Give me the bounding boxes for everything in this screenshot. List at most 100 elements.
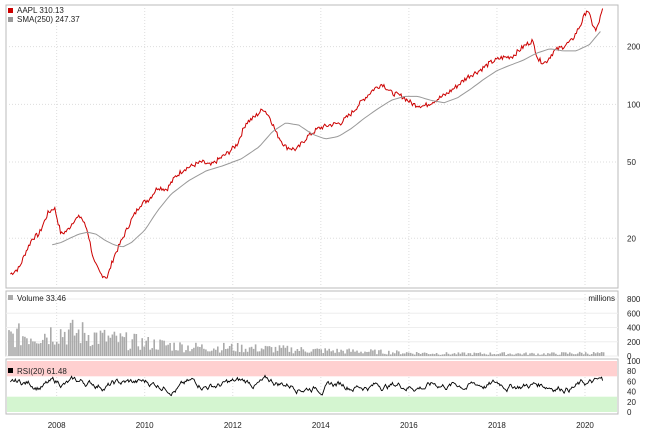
volume-bar [392,352,394,356]
volume-bar [272,352,275,356]
volume-bar [171,350,173,356]
volume-bar [123,337,126,356]
volume-bar [577,353,579,356]
price-y-tick-50: 50 [627,158,636,167]
volume-bar [183,352,185,356]
volume-bar [324,348,326,356]
x-tick-2014: 2014 [312,421,330,430]
volume-bar [91,344,94,356]
volume-bar [523,353,525,356]
volume-unit-label: millions [588,294,615,303]
volume-bar [10,331,12,356]
volume-bar [575,354,577,356]
volume-bar [177,350,179,356]
volume-bar [282,345,285,356]
volume-bar [509,353,511,356]
volume-bar [250,346,253,356]
volume-bar [161,340,163,356]
volume-bar [415,352,418,356]
volume-bar [515,353,517,356]
volume-bar [378,350,380,356]
volume-bar [584,352,587,356]
x-tick-2018: 2018 [488,421,506,430]
volume-bar [217,346,219,356]
volume-bar [155,349,157,356]
volume-bar [588,354,591,356]
volume-bar [386,354,388,356]
volume-bar [236,343,239,356]
volume-bar [111,334,114,356]
volume-bar [270,347,273,356]
volume-bars [8,319,605,356]
volume-bar [316,348,318,356]
rsi-y-tick-20: 20 [627,398,636,407]
volume-bar [344,353,346,356]
volume-bar [274,346,277,356]
volume-bar [569,352,571,356]
volume-bar [225,349,227,356]
volume-bar [413,354,416,356]
volume-bar [197,346,199,356]
volume-bar [571,353,573,356]
volume-bar [244,348,247,356]
volume-bar [48,344,50,356]
volume-bar [487,354,490,356]
volume-y-tick-600: 600 [627,309,641,318]
volume-bar [286,345,289,356]
volume-bar [173,342,175,356]
volume-bar [445,352,448,356]
volume-bar [230,343,233,356]
volume-bar [310,351,313,356]
volume-bar [280,347,283,356]
volume-bar [338,352,340,356]
tick-labels: 2008 2010 2012 2014 2016 2018 2020205010020002… [48,43,641,430]
volume-bar [362,353,364,356]
volume-bar [451,353,454,356]
volume-bar [223,342,225,356]
volume-bar [465,354,468,356]
rsi-y-tick-80: 80 [627,367,636,376]
volume-bar [563,352,565,356]
aapl-price-line [10,8,604,279]
x-tick-2012: 2012 [224,421,242,430]
volume-bar [42,339,44,356]
volume-bar [73,335,76,356]
volume-bar [268,346,271,356]
volume-bar [81,322,84,356]
volume-bar [256,351,259,356]
volume-bar [105,341,108,356]
legend-volume: Volume 33.46 [17,294,66,303]
volume-bar [119,333,122,356]
volume-bar [473,352,476,356]
volume-bar [471,354,474,356]
volume-bar [117,342,120,356]
volume-bar [145,340,147,356]
volume-bar [215,349,217,356]
volume-bar [213,348,215,356]
x-tick-2020: 2020 [576,421,594,430]
volume-bar [455,354,458,356]
volume-bar [427,354,430,356]
volume-bar [388,350,390,356]
volume-bar [578,351,581,356]
volume-bar [211,350,213,356]
volume-bar [97,343,100,356]
legend-swatch-volume [8,295,13,300]
volume-bar [67,329,70,356]
volume-bar [533,353,535,356]
volume-bar [435,353,438,356]
volume-bar [219,352,221,356]
volume-bar [459,353,462,356]
volume-bar [20,345,22,356]
volume-bar [8,330,10,356]
volume-bar [602,352,605,356]
volume-bar [481,354,484,356]
volume-bar [129,348,132,356]
volume-bar [517,353,519,356]
volume-bar [258,351,261,356]
price-y-tick-200: 200 [627,43,641,52]
volume-bar [30,338,32,356]
volume-bar [541,354,543,356]
volume-bar [52,341,54,356]
volume-bar [505,355,507,356]
